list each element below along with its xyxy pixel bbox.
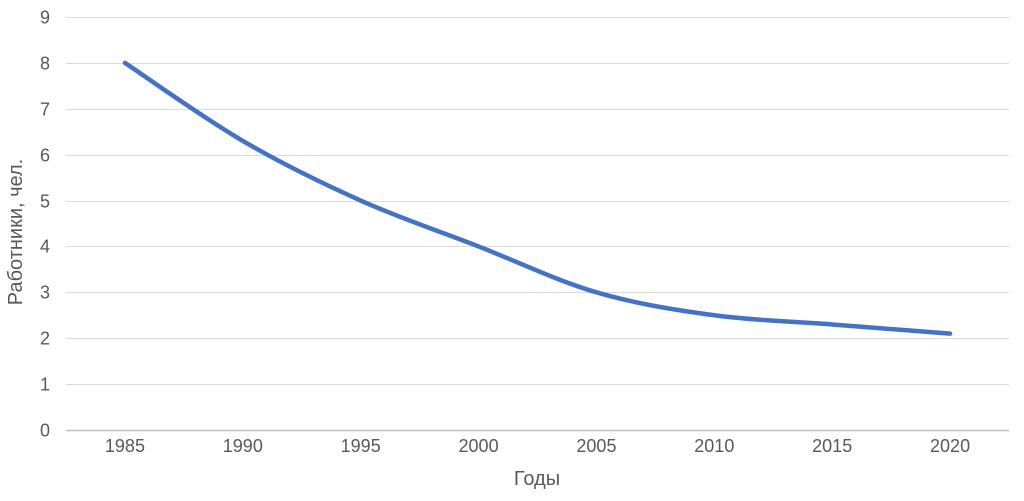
x-tick-label: 2010 bbox=[694, 436, 734, 456]
y-tick-label: 4 bbox=[40, 237, 50, 257]
x-tick-label: 1995 bbox=[341, 436, 381, 456]
y-tick-label: 3 bbox=[40, 283, 50, 303]
x-tick-label: 1990 bbox=[223, 436, 263, 456]
data-line-series bbox=[122, 60, 953, 336]
y-tick-label: 6 bbox=[40, 146, 50, 166]
y-tick-label: 0 bbox=[40, 421, 50, 441]
x-axis-title: Годы bbox=[514, 468, 560, 490]
y-tick-label: 8 bbox=[40, 54, 50, 74]
y-tick-label: 2 bbox=[40, 329, 50, 349]
x-tick-label: 2000 bbox=[459, 436, 499, 456]
x-tick-label: 2020 bbox=[930, 436, 970, 456]
y-tick-label: 7 bbox=[40, 100, 50, 120]
y-tick-label: 9 bbox=[40, 8, 50, 28]
y-tick-label: 5 bbox=[40, 192, 50, 212]
y-tick-label: 1 bbox=[40, 375, 50, 395]
x-tick-label: 2015 bbox=[812, 436, 852, 456]
y-axis-title: Работники, чел. bbox=[5, 159, 27, 305]
x-tick-label: 2005 bbox=[576, 436, 616, 456]
x-tick-label: 1985 bbox=[105, 436, 145, 456]
